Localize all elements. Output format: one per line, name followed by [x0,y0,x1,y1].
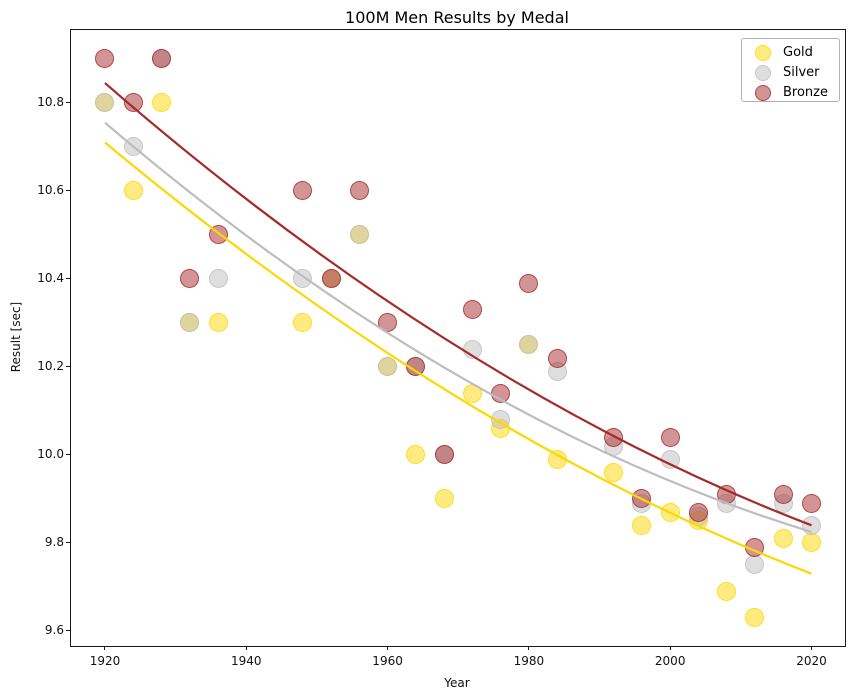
data-point-bronze [434,445,454,465]
x-tick-mark [387,646,389,650]
silver-marker-icon [755,64,771,81]
data-point-bronze [208,225,228,245]
y-tick-label: 10.8 [37,94,64,109]
y-axis-label: Result [sec] [9,301,23,373]
y-tick-mark [66,542,70,544]
data-point-gold [717,581,737,601]
y-tick-label: 10.0 [37,446,64,461]
data-point-bronze [801,493,821,513]
data-point-bronze [547,348,567,368]
x-tick-mark [810,646,812,650]
data-point-silver [801,515,821,535]
data-point-gold [434,489,454,509]
data-point-bronze [95,49,115,69]
x-tick-mark [245,646,247,650]
y-tick-mark [66,102,70,104]
bronze-marker-icon [755,84,771,101]
data-point-gold [208,313,228,333]
data-point-gold [547,449,567,469]
legend-entry-gold: Gold [742,43,839,62]
y-tick-label: 9.6 [44,622,64,637]
legend: Gold Silver Bronze [741,38,840,102]
plot-area [70,29,846,647]
data-point-bronze [151,49,171,69]
x-tick-mark [104,646,106,650]
data-point-bronze [321,269,341,289]
x-tick-label: 2000 [654,654,686,668]
y-tick-mark [66,278,70,280]
x-tick-label: 2020 [796,654,827,668]
y-tick-label: 10.4 [37,270,64,285]
x-tick-label: 1920 [89,654,121,668]
legend-label-gold: Gold [783,45,813,60]
data-point-silver [660,449,680,469]
data-point-bronze [773,485,793,505]
y-tick-label: 9.8 [44,534,64,549]
y-tick-label: 10.6 [37,182,64,197]
gold-marker-icon [755,44,771,61]
data-point-gold [462,383,482,403]
y-tick-mark [66,190,70,192]
x-tick-mark [669,646,671,650]
legend-entry-silver: Silver [742,63,839,82]
data-point-bronze [462,300,482,320]
data-point-silver [462,339,482,359]
data-point-gold [123,181,143,201]
data-point-bronze [604,427,624,447]
x-tick-mark [528,646,530,650]
x-tick-label: 1960 [372,654,403,668]
legend-label-bronze: Bronze [783,85,828,100]
data-point-bronze [123,93,143,113]
data-point-bronze [688,502,708,522]
y-tick-label: 10.2 [37,358,64,373]
x-tick-label: 1940 [230,654,262,668]
legend-label-silver: Silver [783,65,820,80]
data-point-gold [660,502,680,522]
y-tick-mark [66,366,70,368]
y-tick-mark [66,454,70,456]
data-point-bronze [491,383,511,403]
data-point-gold [745,608,765,628]
x-axis-label: Year [444,676,470,690]
chart-title: 100M Men Results by Medal [345,8,569,27]
x-tick-label: 1980 [513,654,545,668]
y-tick-mark [66,630,70,632]
data-point-gold [773,529,793,549]
data-point-silver [208,269,228,289]
legend-entry-bronze: Bronze [742,83,839,102]
data-point-silver [123,137,143,157]
data-point-bronze [660,427,680,447]
